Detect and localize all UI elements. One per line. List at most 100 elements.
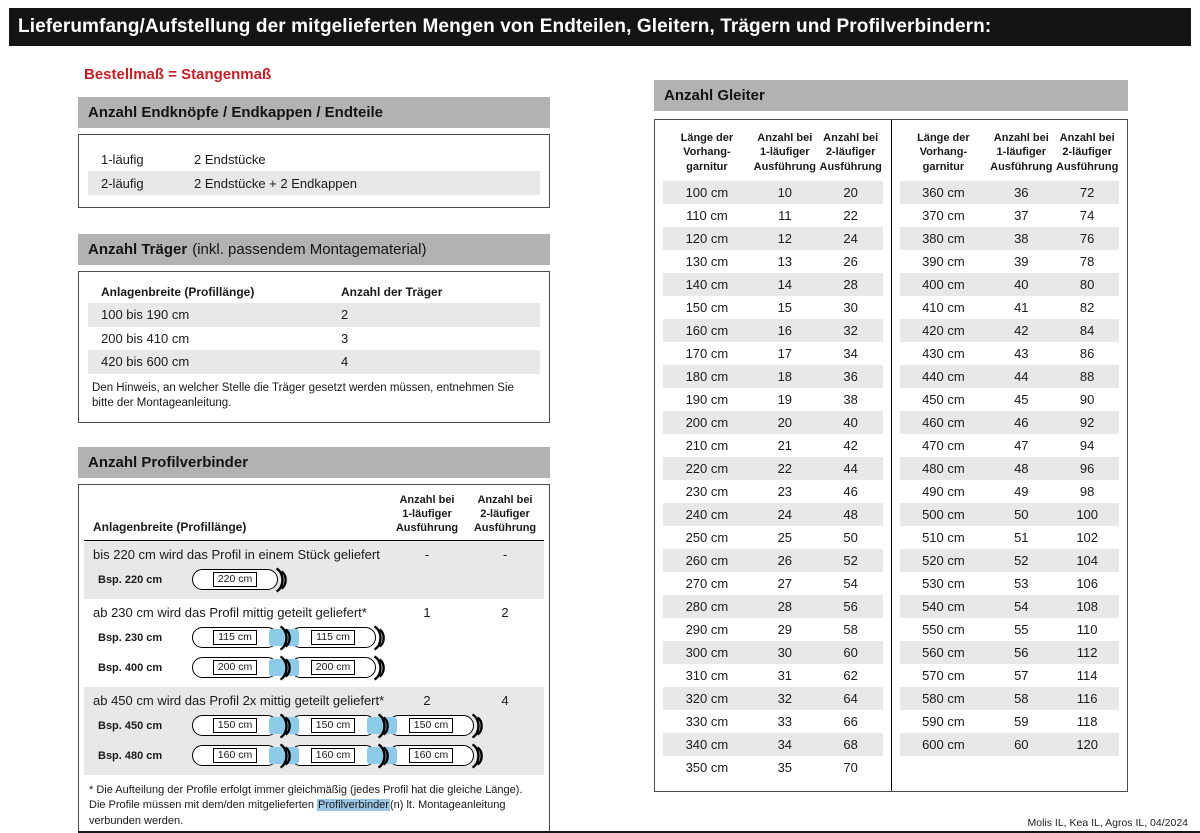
profil-row: ab 230 cm wird das Profil mittig geteilt… bbox=[84, 599, 544, 687]
gleiter-cell: 116 bbox=[1055, 686, 1119, 710]
gleiter-cell: 55 bbox=[1014, 621, 1029, 637]
gleiter-cell: 120 bbox=[1055, 732, 1119, 756]
gleiter-cell: 450 cm bbox=[922, 391, 965, 407]
gleiter-cell: 30 bbox=[843, 299, 858, 315]
gleiter-cell: 220 cm bbox=[663, 456, 751, 480]
count-2-laeufig: - bbox=[502, 547, 508, 563]
profile-segment-length: 160 cm bbox=[408, 748, 454, 764]
gleiter-row: 520 cm 52 104 bbox=[899, 548, 1119, 572]
gleiter-row: 430 cm 43 86 bbox=[900, 342, 1120, 365]
profilverbinder-footnote: * Die Aufteilung der Profile erfolgt imm… bbox=[89, 783, 538, 829]
section-profilverbinder: Anzahl Profilverbinder Anlagenbreite (Pr… bbox=[78, 446, 550, 833]
gleiter-row: 590 cm 59 118 bbox=[900, 710, 1120, 733]
gleiter-cell: 54 bbox=[987, 594, 1056, 618]
gleiter-cell: 39 bbox=[1014, 253, 1029, 269]
gleiter-row: 560 cm 56 112 bbox=[899, 640, 1119, 664]
gleiter-cell: 40 bbox=[987, 272, 1056, 296]
gleiter-cell: 98 bbox=[1079, 483, 1095, 499]
gleiter-cell: 45 bbox=[1014, 391, 1029, 407]
gleiter-cell: 580 cm bbox=[899, 686, 988, 710]
gleiter-cell: 100 bbox=[1055, 502, 1119, 526]
gleiter-cell: 28 bbox=[818, 272, 883, 296]
section-title-profilverbinder: Anzahl Profilverbinder bbox=[88, 453, 249, 471]
col-header-laenge: Länge der Vorhang- garnitur bbox=[917, 132, 970, 173]
gleiter-cell: 60 bbox=[818, 640, 883, 664]
gleiter-row: 160 cm 16 32 bbox=[663, 318, 883, 342]
profile-segment-length: 220 cm bbox=[212, 572, 258, 588]
gleiter-cell: 480 cm bbox=[899, 456, 988, 480]
order-note: Bestellmaß = Stangenmaß bbox=[84, 66, 272, 83]
gleiter-row: 500 cm 50 100 bbox=[899, 502, 1119, 526]
table-row: 2-läufig 2 Endstücke + 2 Endkappen bbox=[88, 171, 540, 195]
gleiter-row: 100 cm 10 20 bbox=[663, 180, 883, 204]
profile-example: Bsp. 450 cm 150 cm 150 cm 150 cm bbox=[84, 712, 544, 740]
right-column: Anzahl Gleiter Länge der Vorhang- garnit… bbox=[654, 80, 1128, 792]
gleiter-row: 390 cm 39 78 bbox=[900, 250, 1120, 273]
gleiter-cell: 19 bbox=[777, 391, 793, 407]
gleiter-cell: 12 bbox=[750, 226, 819, 250]
traeger-table: Anlagenbreite (Profillänge) Anzahl der T… bbox=[78, 271, 550, 423]
count-cell: 2 bbox=[341, 307, 349, 323]
gleiter-cell: 300 cm bbox=[663, 640, 751, 664]
table-header-row: Anlagenbreite (Profillänge) Anzahl bei 1… bbox=[84, 491, 544, 541]
gleiter-cell: 86 bbox=[1079, 345, 1095, 361]
profile-example: Bsp. 400 cm 200 cm 200 cm bbox=[84, 654, 544, 682]
gleiter-cell: 32 bbox=[818, 318, 883, 342]
gleiter-cell: 26 bbox=[843, 253, 858, 269]
gleiter-cell: 340 cm bbox=[663, 732, 751, 756]
gleiter-cell: 34 bbox=[750, 732, 819, 756]
profile-segment: 115 cm bbox=[290, 627, 376, 649]
profile-segment: 150 cm bbox=[388, 715, 474, 737]
gleiter-cell: 21 bbox=[777, 437, 793, 453]
gleiter-cell: 49 bbox=[1014, 483, 1029, 499]
page-title-bar: Lieferumfang/Aufstellung der mitgeliefer… bbox=[9, 8, 1191, 46]
gleiter-subtable-right: Länge der Vorhang- garnitur Anzahl bei 1… bbox=[890, 120, 1128, 791]
gleiter-cell: 31 bbox=[777, 667, 793, 683]
profile-segment: 200 cm bbox=[290, 657, 376, 679]
gleiter-cell: 88 bbox=[1055, 364, 1119, 388]
gleiter-row: 220 cm 22 44 bbox=[663, 456, 883, 480]
profil-row: bis 220 cm wird das Profil in einem Stüc… bbox=[84, 540, 544, 599]
gleiter-cell: 330 cm bbox=[685, 713, 729, 729]
gleiter-cell: 190 cm bbox=[685, 391, 729, 407]
gleiter-row: 250 cm 25 50 bbox=[663, 526, 883, 549]
range-cell: 100 bis 190 cm bbox=[101, 307, 190, 323]
col-header-anzahl-traeger: Anzahl der Träger bbox=[341, 284, 443, 299]
gleiter-cell: 114 bbox=[1076, 667, 1098, 683]
endteile-value: 2 Endstücke bbox=[194, 151, 266, 167]
profile-drawing: 200 cm 200 cm bbox=[192, 655, 386, 681]
gleiter-row: 270 cm 27 54 bbox=[663, 572, 883, 595]
example-label: Bsp. 450 cm bbox=[98, 719, 163, 732]
gleiter-cell: 53 bbox=[1014, 575, 1029, 591]
gleiter-cell: 380 cm bbox=[899, 226, 988, 250]
profile-segment-length: 160 cm bbox=[310, 748, 356, 764]
gleiter-cell: 160 cm bbox=[663, 318, 751, 342]
gleiter-cell: 20 bbox=[818, 180, 883, 204]
gleiter-cell: 46 bbox=[843, 483, 858, 499]
gleiter-cell: 62 bbox=[843, 667, 858, 683]
gleiter-cell: 180 cm bbox=[663, 364, 751, 388]
count-1-laeufig: 1 bbox=[423, 605, 431, 621]
gleiter-cell: 60 bbox=[987, 732, 1056, 756]
gleiter-row: 380 cm 38 76 bbox=[899, 226, 1119, 250]
gleiter-row: 550 cm 55 110 bbox=[900, 618, 1120, 641]
footnote-highlight: Profilverbinder bbox=[317, 799, 390, 812]
gleiter-cell: 250 cm bbox=[685, 529, 729, 545]
gleiter-cell: 84 bbox=[1055, 318, 1119, 342]
gleiter-cell: 570 cm bbox=[922, 667, 965, 683]
gleiter-cell: 76 bbox=[1055, 226, 1119, 250]
table-header-row: Anlagenbreite (Profillänge) Anzahl der T… bbox=[88, 280, 540, 303]
gleiter-cell: 118 bbox=[1076, 713, 1098, 729]
gleiter-cell: 360 cm bbox=[899, 180, 988, 204]
gleiter-cell: 260 cm bbox=[663, 548, 751, 572]
gleiter-cell: 440 cm bbox=[899, 364, 988, 388]
gleiter-table: Länge der Vorhang- garnitur Anzahl bei 1… bbox=[654, 119, 1128, 792]
table-row: 1-läufig 2 Endstücke bbox=[88, 147, 540, 171]
gleiter-cell: 50 bbox=[843, 529, 858, 545]
profile-segment: 160 cm bbox=[192, 745, 278, 767]
section-title-endteile: Anzahl Endknöpfe / Endkappen / Endteile bbox=[88, 104, 384, 121]
gleiter-row: 370 cm 37 74 bbox=[900, 204, 1120, 227]
gleiter-cell: 37 bbox=[1014, 207, 1029, 223]
gleiter-row: 410 cm 41 82 bbox=[900, 296, 1120, 319]
